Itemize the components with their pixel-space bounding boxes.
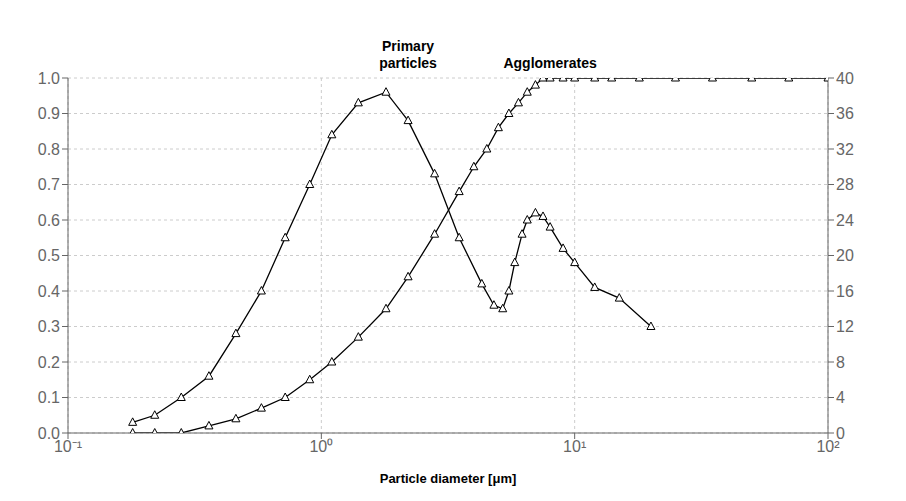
svg-text:10⁰: 10⁰ — [309, 438, 333, 455]
svg-text:10²: 10² — [816, 438, 840, 456]
svg-text:0.1: 0.1 — [38, 389, 60, 406]
svg-text:particles: particles — [379, 55, 437, 71]
svg-text:Primary: Primary — [382, 38, 434, 54]
svg-text:32: 32 — [836, 141, 854, 158]
svg-text:36: 36 — [836, 105, 854, 122]
svg-text:1.0: 1.0 — [38, 70, 60, 87]
svg-text:0.6: 0.6 — [38, 212, 60, 229]
svg-text:Agglomerates: Agglomerates — [503, 55, 597, 71]
svg-text:24: 24 — [836, 212, 854, 229]
svg-text:0.9: 0.9 — [38, 105, 60, 122]
svg-text:0: 0 — [836, 425, 845, 442]
svg-text:20: 20 — [836, 247, 854, 264]
svg-text:0.7: 0.7 — [38, 176, 60, 193]
svg-text:0.2: 0.2 — [38, 354, 60, 371]
svg-text:0.4: 0.4 — [38, 283, 60, 300]
svg-text:10¹: 10¹ — [563, 438, 586, 455]
svg-text:8: 8 — [836, 354, 845, 371]
svg-text:0.3: 0.3 — [38, 318, 60, 335]
svg-text:28: 28 — [836, 176, 854, 193]
svg-text:12: 12 — [836, 318, 854, 335]
svg-text:16: 16 — [836, 283, 854, 300]
svg-text:10⁻¹: 10⁻¹ — [53, 438, 83, 456]
svg-text:0.8: 0.8 — [38, 141, 60, 158]
svg-text:0.0: 0.0 — [38, 425, 60, 442]
svg-text:40: 40 — [836, 70, 854, 87]
svg-text:0.5: 0.5 — [38, 247, 60, 264]
svg-text:4: 4 — [836, 389, 845, 406]
svg-text:Particle diameter [μm]: Particle diameter [μm] — [380, 471, 517, 486]
